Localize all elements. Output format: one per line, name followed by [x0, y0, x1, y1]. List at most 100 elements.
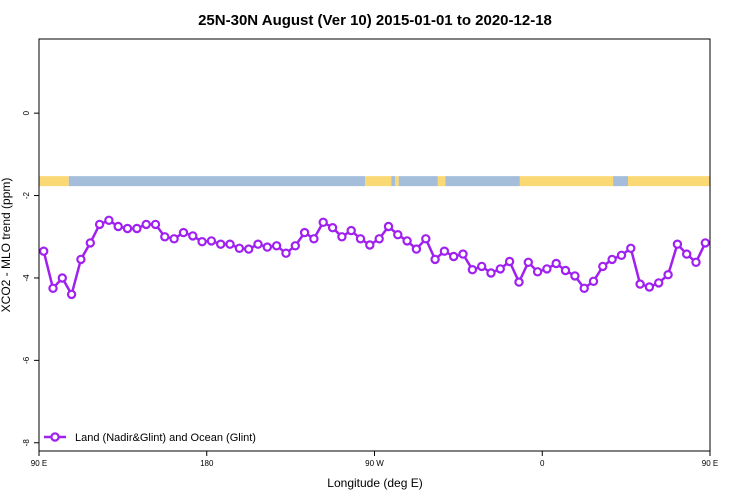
data-point [104, 215, 114, 225]
data-point [467, 265, 478, 275]
data-point [700, 238, 711, 248]
y-tick-label: -8 [22, 439, 31, 447]
y-tick-label: 0 [22, 110, 31, 115]
data-point [355, 234, 366, 244]
x-tick-label: 90 E [702, 459, 718, 468]
x-axis: 90 E 180 90 W 0 90 E [31, 451, 718, 468]
data-point [94, 219, 105, 230]
chart-title: 25N-30N August (Ver 10) 2015-01-01 to 20… [198, 12, 552, 29]
data-point [411, 244, 422, 254]
y-tick-label: -4 [22, 274, 31, 282]
data-point [160, 232, 170, 242]
band-segment-ocean [68, 176, 366, 187]
band-segment-land [395, 176, 399, 187]
data-point [486, 268, 496, 278]
data-point [504, 256, 515, 267]
data-point [607, 254, 617, 265]
data-point [346, 225, 356, 236]
data-point [691, 257, 701, 267]
data-point [570, 271, 580, 281]
data-point [169, 234, 179, 244]
legend: Land (Nadir&Glint) and Ocean (Glint) [44, 432, 256, 444]
x-axis-title: Longitude (deg E) [327, 476, 422, 490]
data-point [299, 227, 310, 238]
data-point [327, 222, 338, 233]
data-point [393, 229, 403, 240]
data-point [635, 279, 645, 289]
data-point [616, 250, 627, 260]
data-point [532, 267, 543, 277]
data-point [626, 243, 636, 253]
band-segment-land [437, 176, 446, 187]
data-point [477, 261, 487, 272]
data-point [113, 221, 123, 232]
x-tick-label: 90 W [365, 459, 384, 468]
data-point [579, 283, 589, 293]
data-point [458, 249, 468, 259]
data-point [682, 249, 692, 259]
band-segment-land [519, 176, 614, 187]
band-segment-ocean [391, 176, 396, 187]
data-point [188, 231, 198, 241]
data-point [365, 240, 375, 250]
data-point [48, 283, 58, 293]
band-segment-ocean [445, 176, 520, 187]
data-point [76, 254, 86, 265]
data-point [383, 221, 394, 232]
y-tick-label: -2 [22, 191, 31, 199]
data-point [560, 265, 571, 276]
data-point [551, 258, 561, 269]
land-ocean-band [39, 176, 710, 187]
data-point [234, 243, 245, 253]
data-point [262, 242, 272, 252]
data-point [523, 257, 534, 267]
band-segment-ocean [398, 176, 438, 187]
y-axis: 0 -2 -4 -6 -8 [22, 110, 39, 446]
data-point [654, 278, 664, 288]
band-segment-ocean [613, 176, 628, 187]
data-point [178, 227, 189, 238]
plot-frame [38, 38, 711, 452]
data-point [663, 270, 673, 280]
data-point [150, 219, 161, 230]
data-point [253, 239, 263, 249]
data-point [197, 236, 207, 247]
data-point [39, 246, 49, 256]
y-axis-title: XCO2 - MLO trend (ppm) [0, 178, 13, 313]
data-point [132, 223, 142, 234]
legend-label: Land (Nadir&Glint) and Ocean (Glint) [75, 432, 256, 444]
series-layer [39, 215, 711, 300]
data-point [290, 241, 300, 251]
data-point [141, 219, 151, 230]
data-point [318, 217, 328, 227]
data-point [598, 261, 608, 272]
data-point [644, 282, 655, 292]
band-segment-land [365, 176, 392, 187]
x-tick-label: 0 [540, 459, 545, 468]
data-point [430, 254, 440, 265]
data-point [439, 246, 450, 256]
band-segment-land [39, 176, 69, 187]
data-point [122, 223, 133, 234]
data-point [337, 232, 347, 242]
data-point [243, 244, 254, 254]
data-point [514, 277, 524, 287]
data-point [672, 239, 683, 249]
data-point [281, 248, 291, 258]
data-point [542, 264, 552, 274]
data-point [66, 289, 77, 300]
data-point [495, 264, 505, 274]
data-point [309, 234, 319, 244]
data-point [57, 273, 68, 283]
data-point [85, 238, 96, 248]
x-tick-label: 180 [200, 459, 214, 468]
data-point [206, 236, 217, 246]
y-tick-label: -6 [22, 356, 31, 364]
series-line [42, 219, 707, 296]
data-point [421, 234, 431, 244]
data-point [225, 239, 235, 249]
band-segment-land [627, 176, 710, 187]
data-point [402, 236, 412, 246]
data-point [271, 241, 282, 251]
